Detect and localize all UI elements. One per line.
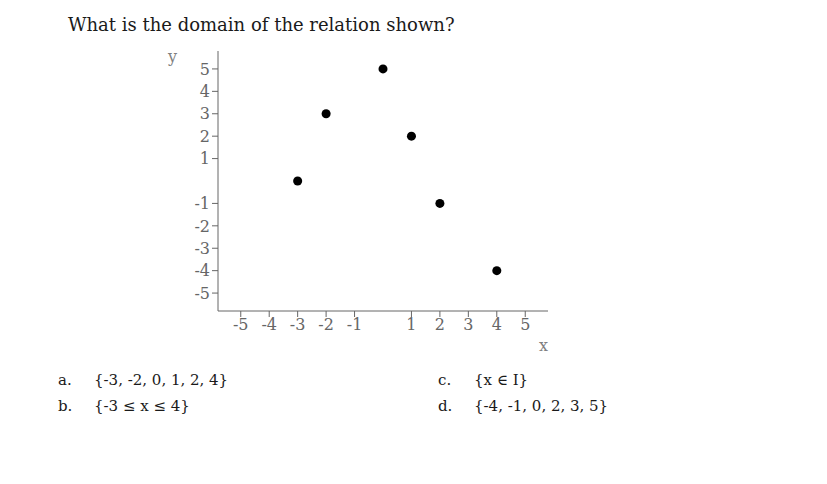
svg-text:3: 3 <box>463 315 473 334</box>
svg-text:4: 4 <box>200 82 210 101</box>
svg-text:-5: -5 <box>233 315 249 334</box>
svg-text:-3: -3 <box>290 315 306 334</box>
svg-text:-4: -4 <box>261 315 277 334</box>
html-text:{-3 ≤ x ≤ 4}: {-3 ≤ x ≤ 4} <box>94 397 190 415</box>
svg-text:-3: -3 <box>194 239 210 258</box>
svg-text:1: 1 <box>406 315 416 334</box>
svg-text:-1: -1 <box>194 194 210 213</box>
html-text:{-4, -1, 0, 2, 3, 5}: {-4, -1, 0, 2, 3, 5} <box>474 397 609 415</box>
html-text:{-3, -2, 0, 1, 2, 4}: {-3, -2, 0, 1, 2, 4} <box>94 371 229 389</box>
html-text:d.: d. <box>438 397 453 415</box>
html-text:a.: a. <box>58 371 72 389</box>
svg-text:-2: -2 <box>318 315 334 334</box>
svg-text:-5: -5 <box>194 284 210 303</box>
html-text:What is the domain of the rela: What is the domain of the relation shown… <box>68 14 455 35</box>
svg-text:2: 2 <box>200 127 210 146</box>
svg-text:4: 4 <box>492 315 502 334</box>
svg-text:2: 2 <box>435 315 445 334</box>
svg-text:1: 1 <box>200 149 210 168</box>
svg-text:x: x <box>539 336 548 355</box>
svg-text:-2: -2 <box>194 217 210 236</box>
svg-text:-4: -4 <box>194 261 210 280</box>
svg-text:3: 3 <box>200 104 210 123</box>
html-text:b.: b. <box>58 397 73 415</box>
html-text:c.: c. <box>438 371 452 389</box>
svg-text:5: 5 <box>520 315 530 334</box>
svg-text:y: y <box>167 47 177 66</box>
svg-text:-1: -1 <box>347 315 363 334</box>
html-text:{x ∈ I}: {x ∈ I} <box>474 371 529 389</box>
svg-text:5: 5 <box>200 60 210 79</box>
